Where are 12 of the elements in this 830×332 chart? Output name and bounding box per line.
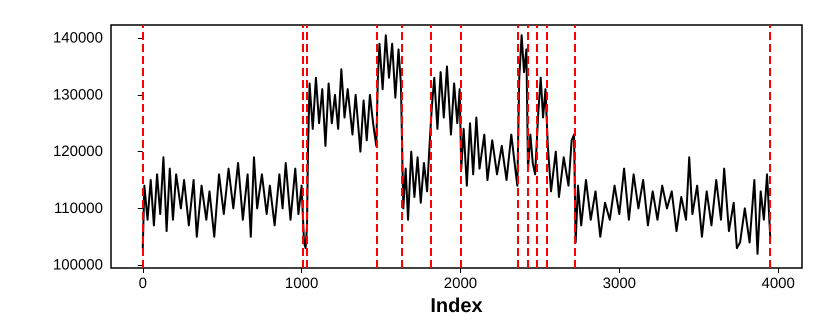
- x-tick-label: 0: [138, 275, 147, 292]
- y-tick-label: 100000: [52, 256, 103, 274]
- y-tick-label: 130000: [52, 86, 103, 104]
- x-tick-label: 4000: [761, 275, 795, 292]
- x-tick-label: 3000: [602, 275, 636, 292]
- y-tick-label: 140000: [52, 30, 103, 47]
- x-tick-label: 1000: [284, 275, 318, 292]
- y-tick-label: 110000: [54, 200, 103, 217]
- y-tick-label: 120000: [52, 143, 103, 160]
- line-series: [142, 34, 772, 255]
- x-tick-label: 2000: [444, 275, 478, 292]
- x-axis-title: Index: [430, 294, 483, 317]
